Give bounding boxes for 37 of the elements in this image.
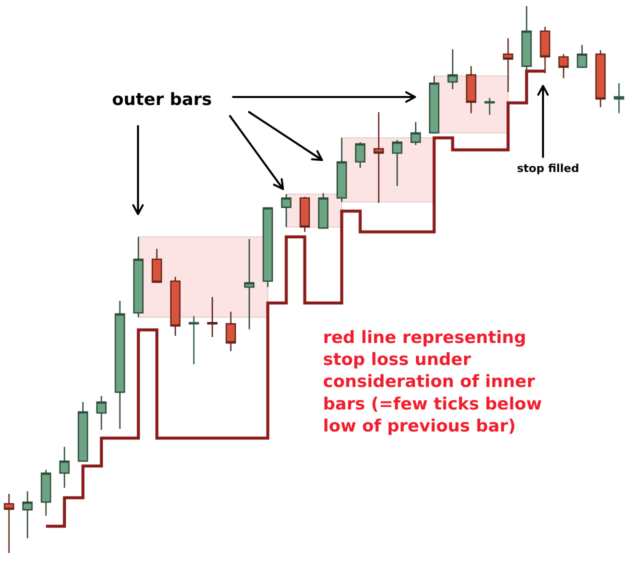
- annotation: outer bars: [112, 90, 212, 110]
- candlestick: [392, 139, 402, 187]
- candlestick: [614, 82, 624, 114]
- candlestick: [114, 300, 126, 430]
- candlestick: [576, 44, 588, 68]
- candlestick: [281, 194, 292, 228]
- candlestick: [355, 142, 366, 169]
- candlestick: [521, 5, 532, 71]
- candlestick: [133, 236, 144, 318]
- candlestick: [410, 121, 421, 146]
- candlestick: [4, 493, 14, 554]
- candlestick: [22, 490, 33, 539]
- candlestick: [244, 238, 254, 330]
- candlestick: [300, 196, 310, 233]
- candlestick: [336, 137, 347, 202]
- candlestick: [96, 395, 107, 431]
- candlestick: [466, 66, 476, 114]
- annotation: red line representing stop loss under consideration of inner bars (=few ticks below low of previous bar): [323, 328, 542, 436]
- candlestick: [226, 311, 236, 352]
- annotation: stop filled: [517, 162, 580, 175]
- candlestick: [484, 97, 495, 116]
- candlestick: [78, 401, 88, 462]
- candlestick: [188, 316, 200, 365]
- candlestick: [558, 53, 569, 79]
- candlestick: [59, 446, 70, 489]
- candlestick: [170, 276, 181, 336]
- candlestick: [428, 75, 440, 134]
- candlestick: [40, 469, 52, 516]
- candlestick: [374, 111, 384, 204]
- candlestick: [540, 26, 550, 74]
- candlestick: [262, 206, 273, 288]
- candlestick: [207, 296, 218, 338]
- candlestick: [447, 48, 458, 90]
- candlestick: [595, 50, 606, 108]
- candlestick: [318, 192, 328, 229]
- candlestick: [152, 248, 162, 284]
- candlestick: [502, 38, 514, 93]
